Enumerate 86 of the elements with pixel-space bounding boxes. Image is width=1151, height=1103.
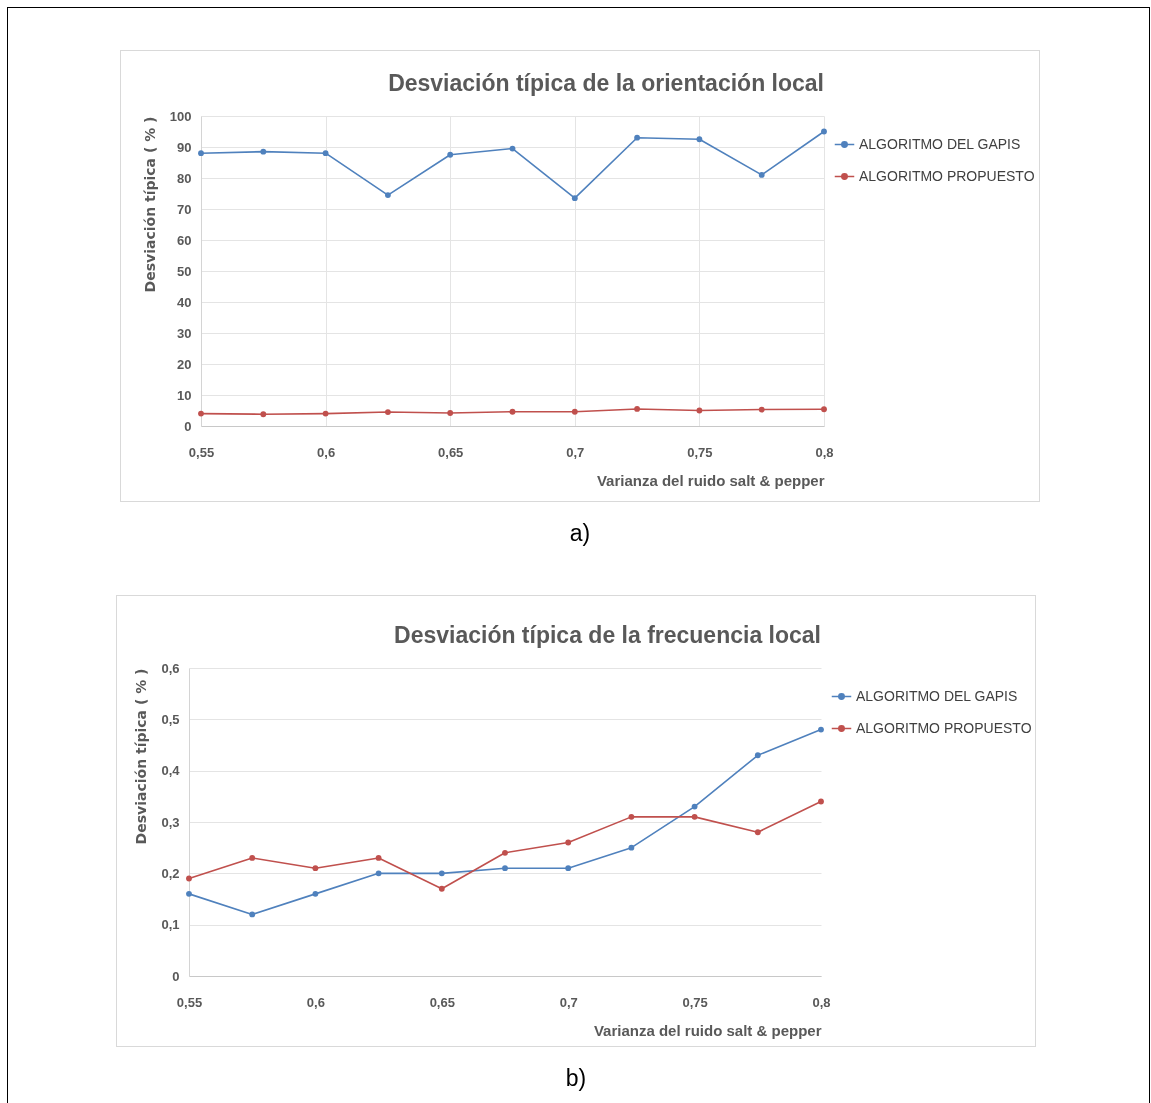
- point: [821, 128, 827, 135]
- point: [438, 885, 445, 892]
- y-tick-label: 0,4: [161, 763, 181, 779]
- point: [312, 890, 319, 897]
- chart-title: Desviación típica de la orientación local: [388, 70, 824, 96]
- x-tick-label: 0,75: [687, 444, 713, 460]
- point: [758, 171, 765, 178]
- point: [509, 145, 516, 152]
- x-tick-label: 0,75: [682, 994, 708, 1010]
- point: [312, 865, 319, 872]
- text: b): [564, 1065, 588, 1092]
- point: [634, 134, 641, 141]
- point: [754, 752, 761, 759]
- point: [571, 408, 578, 415]
- x-tick-label: 0,6: [306, 994, 325, 1010]
- point: [375, 870, 382, 877]
- point: [571, 195, 578, 202]
- y-tick-label: 100: [169, 108, 192, 124]
- point: [509, 408, 516, 415]
- x-axis-title: Varianza del ruido salt & pepper: [593, 1021, 822, 1039]
- point: [447, 151, 454, 158]
- x-tick-label: 0,8: [812, 994, 831, 1010]
- y-tick-label: 30: [177, 325, 192, 341]
- point: [186, 875, 192, 882]
- y-tick-label: 0,2: [161, 865, 180, 881]
- point: [502, 865, 508, 872]
- point: [754, 829, 761, 836]
- y-tick-label: 0,6: [161, 660, 180, 676]
- legend-label: ALGORITMO DEL GAPIS: [859, 135, 1021, 152]
- point: [691, 803, 698, 810]
- point: [502, 849, 508, 856]
- point: [818, 798, 824, 805]
- point: [375, 855, 382, 861]
- y-tick-label: 10: [177, 387, 192, 403]
- point: [198, 410, 204, 417]
- x-tick-label: 0,65: [438, 444, 464, 460]
- y-tick-label: 0,3: [161, 814, 180, 830]
- y-axis-title: Desviación típica ( % ): [141, 116, 158, 293]
- point: [260, 148, 267, 155]
- x-tick-label: 0,7: [559, 994, 578, 1010]
- x-tick-label: 0,7: [566, 444, 585, 460]
- point: [322, 410, 329, 417]
- point: [821, 406, 827, 413]
- y-tick-label: 80: [177, 170, 192, 186]
- point: [691, 813, 698, 820]
- x-axis-title: Varianza del ruido salt & pepper: [596, 471, 825, 489]
- point: [249, 911, 256, 918]
- point: [628, 844, 635, 851]
- legend-label: ALGORITMO PROPUESTO: [859, 167, 1035, 184]
- point: [628, 813, 635, 820]
- point: [198, 150, 204, 157]
- point: [384, 192, 391, 198]
- point: [696, 407, 703, 414]
- legend-label: ALGORITMO DEL GAPIS: [856, 687, 1018, 704]
- y-tick-label: 0,1: [161, 917, 180, 933]
- y-tick-label: 0,5: [161, 711, 180, 727]
- point: [696, 136, 703, 143]
- y-tick-label: 20: [177, 356, 192, 372]
- y-axis-title: Desviación típica ( % ): [133, 668, 150, 845]
- point: [260, 411, 267, 418]
- y-tick-label: 40: [177, 294, 192, 310]
- point: [565, 865, 572, 872]
- x-tick-label: 0,55: [188, 444, 215, 460]
- point: [322, 150, 329, 157]
- y-tick-label: 70: [177, 201, 192, 217]
- y-tick-label: 0: [172, 968, 180, 984]
- y-tick-label: 0: [184, 418, 192, 434]
- x-tick-label: 0,65: [429, 994, 455, 1010]
- legend-label: ALGORITMO PROPUESTO: [856, 719, 1032, 736]
- chart-title: Desviación típica de la frecuencia local: [394, 622, 821, 648]
- point: [758, 406, 765, 413]
- text: a): [568, 520, 592, 547]
- point: [438, 870, 445, 877]
- point: [186, 890, 192, 897]
- y-tick-label: 90: [177, 139, 192, 155]
- x-tick-label: 0,6: [317, 444, 336, 460]
- point: [565, 839, 572, 846]
- x-tick-label: 0,8: [815, 444, 834, 460]
- point: [447, 410, 454, 416]
- y-tick-label: 50: [177, 263, 192, 279]
- x-tick-label: 0,55: [176, 994, 203, 1010]
- point: [818, 726, 824, 733]
- y-tick-label: 60: [177, 232, 192, 248]
- point: [384, 409, 391, 415]
- point: [634, 406, 641, 412]
- point: [249, 855, 256, 861]
